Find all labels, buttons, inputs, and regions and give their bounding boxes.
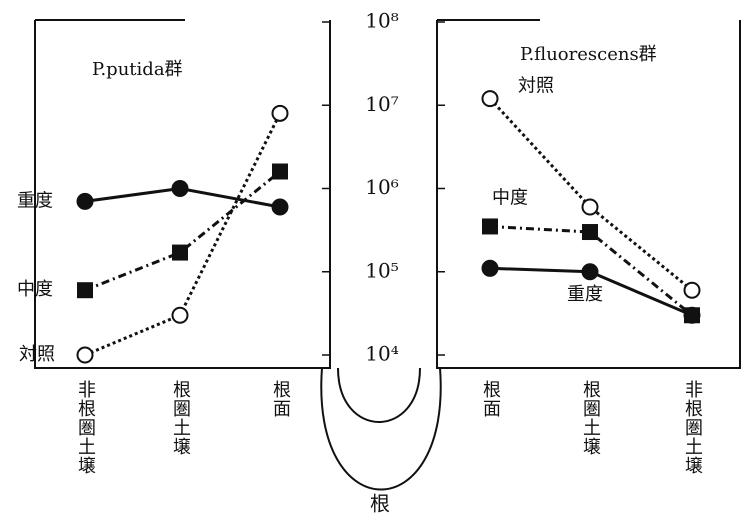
marker <box>482 218 498 234</box>
series-label: 中度 <box>17 279 53 300</box>
y-tick-label: 10⁵ <box>365 258 398 282</box>
marker <box>272 164 288 180</box>
marker <box>173 308 188 323</box>
marker <box>78 348 93 363</box>
root-label: 根 <box>370 492 390 516</box>
x-tick-label: 非根圏土壌 <box>682 380 703 475</box>
marker <box>483 261 498 276</box>
y-tick-label: 10⁶ <box>365 175 398 199</box>
marker <box>685 283 700 298</box>
series-label: 重度 <box>567 284 603 305</box>
marker <box>583 264 598 279</box>
marker <box>273 106 288 121</box>
marker <box>173 181 188 196</box>
series-label: 中度 <box>492 187 528 208</box>
marker <box>483 91 498 106</box>
x-tick-label: 根圏土壌 <box>170 380 191 456</box>
x-tick-label: 根圏土壌 <box>580 380 601 456</box>
marker <box>273 199 288 214</box>
x-tick-label: 根面 <box>270 380 291 418</box>
y-tick-label: 10⁸ <box>365 9 398 33</box>
marker <box>583 199 598 214</box>
panel-title: P.putida群 <box>92 59 183 80</box>
frames <box>35 20 740 490</box>
marker <box>582 224 598 240</box>
series-label: 重度 <box>17 190 53 211</box>
x-tick-label: 根面 <box>480 380 501 418</box>
x-tick-label: 非根圏土壌 <box>75 380 96 475</box>
series-label: 対照 <box>518 76 554 97</box>
y-tick-label: 10⁴ <box>365 342 398 366</box>
figure: 根 P.putida群10⁴10⁵10⁶10⁷10⁸非根圏土壌根圏土壌根面重度中… <box>0 0 745 525</box>
y-tick-label: 10⁷ <box>365 92 398 116</box>
panel-title: P.fluorescens群 <box>520 44 657 65</box>
marker <box>78 194 93 209</box>
marker <box>77 282 93 298</box>
root-inner <box>338 368 420 422</box>
marker <box>685 308 700 323</box>
series-label: 対照 <box>19 344 55 365</box>
marker <box>172 245 188 261</box>
page: {"chart_data": [ {"type": "line", "title… <box>0 0 745 525</box>
